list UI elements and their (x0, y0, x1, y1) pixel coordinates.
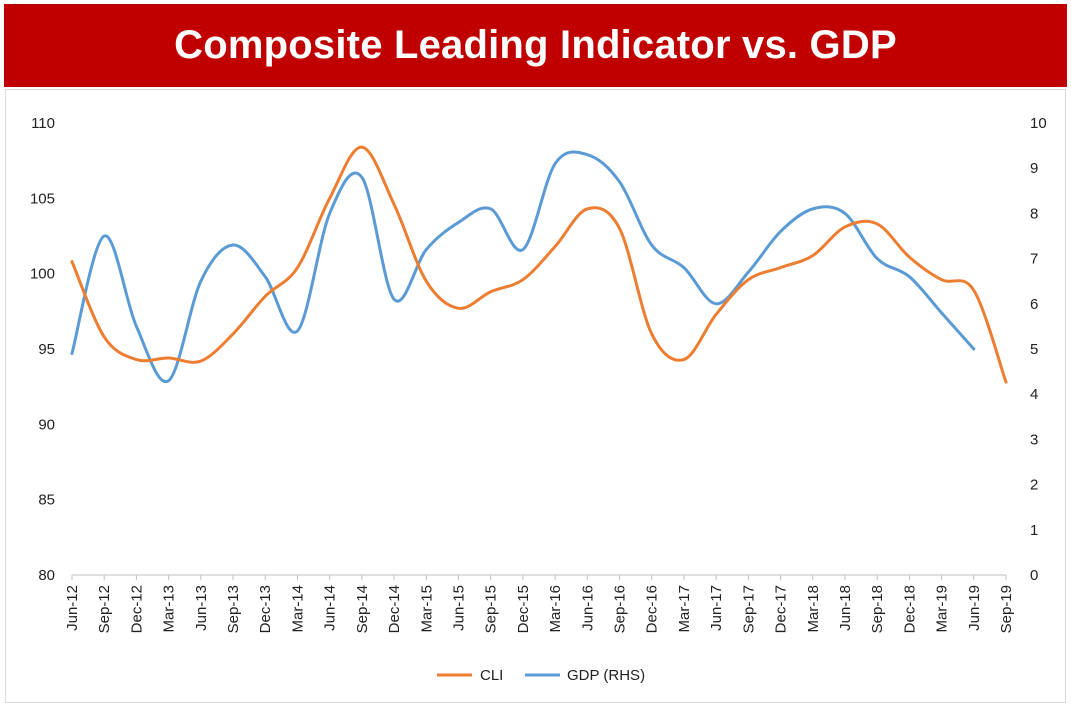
x-tick-label: Sep-17 (740, 585, 757, 633)
x-tick-label: Mar-17 (676, 585, 693, 633)
x-tick-label: Dec-18 (901, 585, 918, 633)
x-tick-label: Mar-16 (547, 585, 564, 633)
x-tick-label: Mar-19 (934, 585, 951, 633)
x-tick-label: Dec-14 (386, 585, 403, 633)
y-right-tick-label: 8 (1030, 205, 1038, 222)
x-tick-label: Sep-14 (354, 585, 371, 633)
x-tick-label: Sep-13 (225, 585, 242, 633)
x-tick-label: Jun-17 (708, 585, 725, 631)
legend-cli-label: CLI (480, 667, 503, 684)
y-right-tick-label: 3 (1030, 431, 1038, 448)
y-left-tick-label: 105 (30, 190, 55, 207)
legend-gdp-label: GDP (RHS) (567, 667, 645, 684)
x-tick-label: Sep-16 (612, 585, 629, 633)
x-tick-label: Dec-17 (773, 585, 790, 633)
y-right-tick-label: 9 (1030, 160, 1038, 177)
x-tick-label: Sep-12 (96, 585, 113, 633)
x-tick-label: Mar-15 (418, 585, 435, 633)
x-tick-label: Sep-18 (869, 585, 886, 633)
x-tick-label: Jun-16 (579, 585, 596, 631)
x-tick-label: Dec-13 (257, 585, 274, 633)
chart-frame (5, 89, 1066, 703)
y-left-tick-label: 110 (31, 115, 55, 132)
y-right-tick-label: 2 (1030, 477, 1038, 494)
y-right-tick-label: 6 (1030, 296, 1038, 313)
x-tick-label: Jun-19 (966, 585, 983, 631)
x-tick-label: Mar-13 (161, 585, 178, 633)
cli-series-line (70, 145, 1008, 384)
y-left-tick-label: 85 (38, 492, 55, 509)
y-right-tick-label: 0 (1030, 567, 1038, 584)
y-left-tick-label: 90 (38, 416, 55, 433)
x-tick-label: Mar-14 (289, 585, 306, 633)
x-tick-label: Dec-12 (128, 585, 145, 633)
x-tick-label: Sep-15 (483, 585, 500, 633)
y-right-tick-label: 4 (1030, 386, 1038, 403)
x-tick-label: Dec-16 (644, 585, 661, 633)
x-tick-label: Sep-19 (998, 585, 1015, 633)
title-banner: Composite Leading Indicator vs. GDP (4, 4, 1067, 87)
y-right-tick-label: 5 (1030, 341, 1038, 358)
x-tick-label: Dec-15 (515, 585, 532, 633)
x-tick-label: Jun-18 (837, 585, 854, 631)
y-right-tick-label: 7 (1030, 251, 1038, 268)
page-title: Composite Leading Indicator vs. GDP (174, 23, 897, 67)
gdp-series-line (70, 150, 976, 384)
x-tick-label: Mar-18 (805, 585, 822, 633)
x-tick-label: Jun-12 (64, 585, 81, 631)
x-tick-label: Jun-14 (322, 585, 339, 631)
x-tick-label: Jun-15 (450, 585, 467, 631)
y-left-tick-label: 100 (30, 266, 55, 283)
x-tick-label: Jun-13 (193, 585, 210, 631)
y-right-tick-label: 10 (1030, 115, 1047, 132)
y-right-tick-label: 1 (1030, 522, 1038, 539)
y-left-tick-label: 80 (38, 567, 55, 584)
y-left-tick-label: 95 (38, 341, 55, 358)
